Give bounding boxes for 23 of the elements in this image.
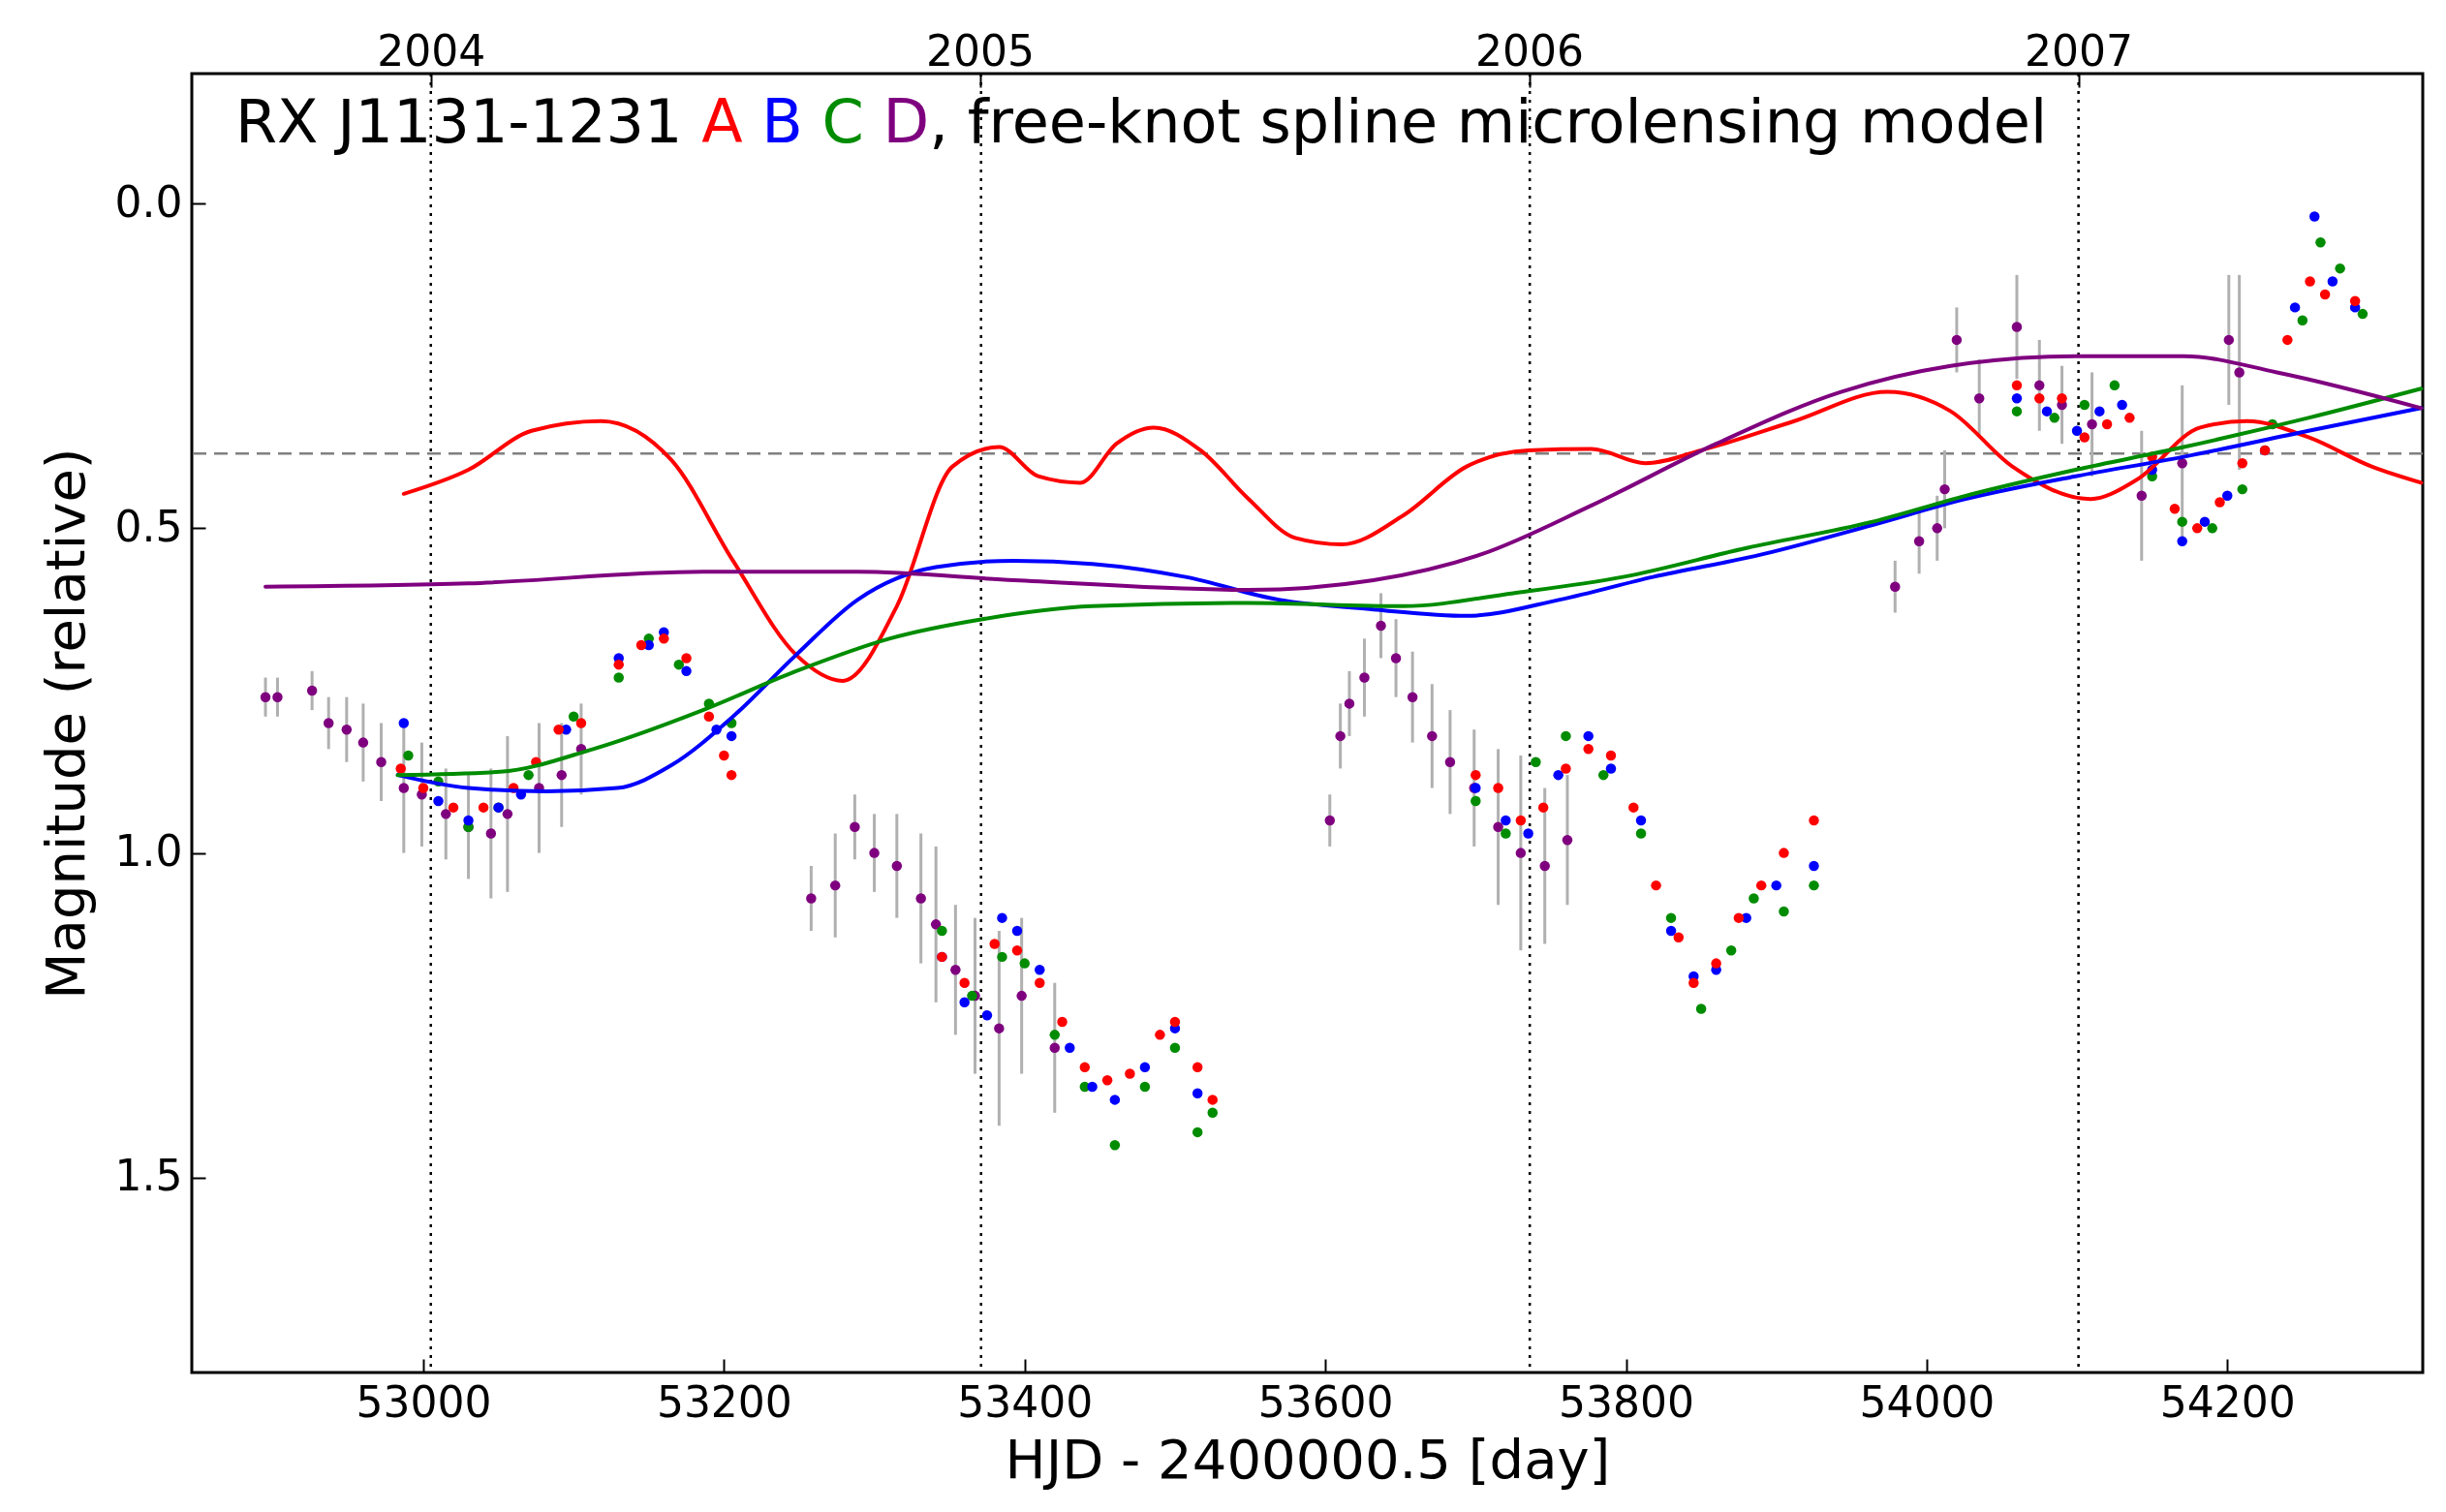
y-axis-title: Magnitude (relative)	[33, 447, 97, 1000]
x-tick-label: 53200	[656, 1376, 792, 1427]
x2-tick-label: 2005	[926, 25, 1036, 76]
chart-title: RX J1131-1231	[235, 86, 683, 157]
text: C	[821, 86, 864, 157]
y-tick-label: 1.0	[114, 826, 183, 877]
y-tick-label: 0.0	[114, 176, 183, 227]
x2-tick-label: 2004	[377, 25, 486, 76]
annotation: , free-knot spline microlensing model	[929, 86, 2048, 157]
text: A	[701, 86, 743, 157]
text: D	[882, 86, 930, 157]
y-tick-label: 0.5	[114, 501, 183, 551]
y-tick-label: 1.5	[114, 1151, 183, 1201]
text: B	[761, 86, 803, 157]
x-tick-label: 53400	[957, 1376, 1094, 1427]
x-tick-label: 53600	[1257, 1376, 1394, 1427]
x2-tick-label: 2006	[1475, 25, 1585, 76]
x-tick-label: 53000	[356, 1376, 492, 1427]
x-axis-title: HJD - 2400000.5 [day]	[1005, 1427, 1611, 1491]
x-tick-label: 53800	[1559, 1376, 1694, 1427]
x-tick-label: 54000	[1859, 1376, 1996, 1427]
x2-tick-label: 2007	[2025, 25, 2134, 76]
x-tick-label: 54200	[2159, 1376, 2296, 1427]
